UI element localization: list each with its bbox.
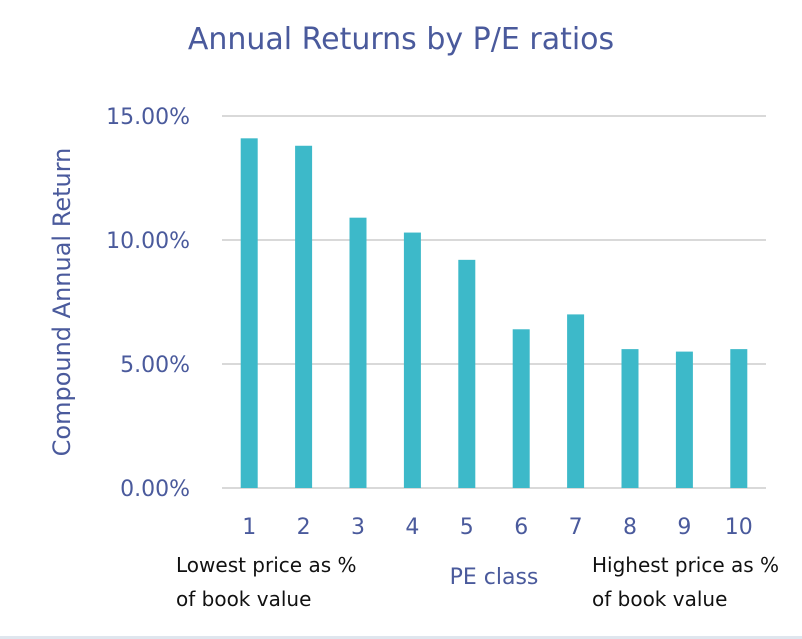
x-tick-label: 7 (569, 515, 583, 540)
y-tick-label: 0.00% (120, 477, 190, 502)
bars (240, 138, 748, 488)
gridlines (222, 115, 766, 489)
x-tick-label: 5 (460, 515, 474, 540)
bar-5 (458, 259, 476, 488)
x-tick-label: 4 (405, 515, 419, 540)
bar-7 (567, 314, 585, 488)
bar-10 (730, 349, 748, 488)
y-tick-label: 5.00% (120, 353, 190, 378)
x-tick-label: 2 (297, 515, 311, 540)
annotation-highest: Highest price as % of book value (592, 548, 779, 616)
x-tick-labels: 1 2 3 4 5 6 7 8 9 10 (242, 515, 753, 540)
annotation-lowest-line-2: of book value (176, 587, 312, 611)
y-tick-label: 15.00% (106, 105, 190, 130)
annotation-highest-line-1: Highest price as % (592, 553, 780, 577)
y-tick-label: 10.00% (106, 229, 190, 254)
x-tick-label: 1 (242, 515, 256, 540)
bar-9 (675, 351, 693, 488)
x-tick-label: 8 (623, 515, 637, 540)
annotation-lowest-line-1: Lowest price as % (176, 553, 357, 577)
bar-1 (240, 138, 258, 488)
annotation-lowest: Lowest price as % of book value (176, 548, 356, 616)
x-tick-label: 6 (514, 515, 528, 540)
annotation-highest-line-2: of book value (592, 587, 728, 611)
bar-4 (403, 232, 421, 488)
x-tick-label: 9 (677, 515, 691, 540)
chart-title: Annual Returns by P/E ratios (187, 22, 615, 57)
bottom-divider (0, 636, 802, 639)
bar-6 (512, 329, 530, 488)
x-tick-label: 3 (351, 515, 365, 540)
bar-8 (621, 349, 639, 488)
x-axis-label: PE class (450, 565, 539, 590)
y-tick-labels: 0.00% 5.00% 10.00% 15.00% (106, 105, 190, 502)
bar-3 (349, 217, 367, 488)
x-tick-label: 10 (725, 515, 753, 540)
bar-2 (295, 145, 313, 488)
y-axis-label: Compound Annual Return (48, 148, 76, 457)
